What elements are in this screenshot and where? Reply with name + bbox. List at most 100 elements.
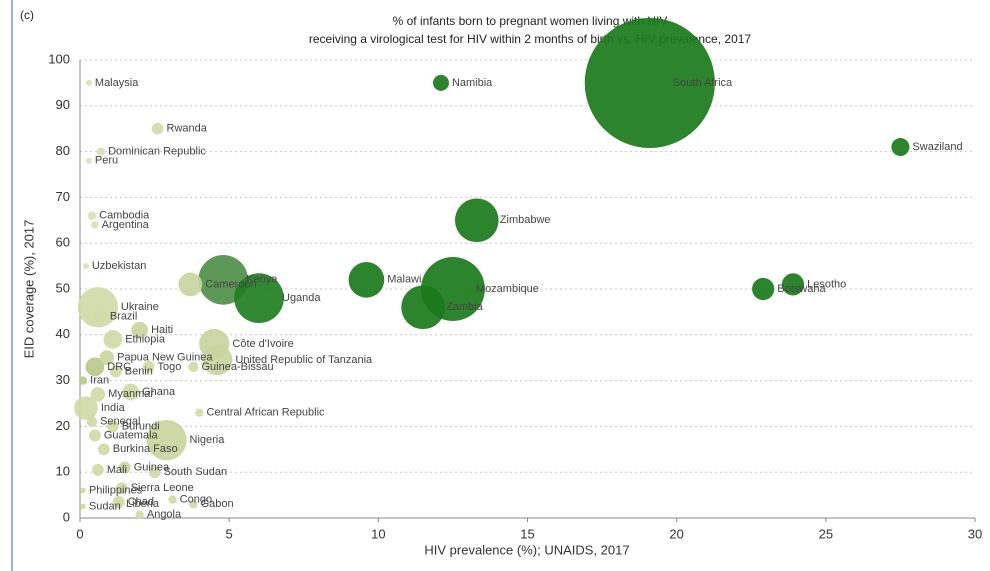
bubble (781, 273, 805, 296)
point-label: Benin (125, 365, 153, 377)
bubble (94, 310, 107, 323)
bubble (433, 74, 449, 91)
point-label: Lesotho (807, 278, 846, 290)
point-label: Togo (158, 361, 182, 373)
y-tick-label: 0 (63, 509, 70, 524)
point-label: Peru (95, 155, 118, 167)
bubble (454, 198, 499, 243)
y-tick-label: 80 (56, 143, 70, 158)
x-tick-label: 5 (226, 526, 233, 541)
point-label: Guinea-Bissau (202, 361, 274, 373)
y-axis-label: EID coverage (%), 2017 (21, 220, 36, 359)
bubble (118, 461, 131, 474)
bubble (96, 147, 106, 156)
bubble (135, 510, 144, 519)
point-label: Guatemala (104, 429, 159, 441)
x-tick-label: 15 (520, 526, 534, 541)
point-label: Côte d'Ivoire (232, 338, 293, 350)
point-label: Uganda (282, 292, 321, 304)
bubble (146, 419, 187, 461)
point-label: Mali (107, 464, 127, 476)
point-label: Zimbabwe (500, 214, 551, 226)
y-tick-label: 70 (56, 189, 70, 204)
bubble (97, 443, 110, 456)
y-tick-label: 60 (56, 235, 70, 250)
point-label: Rwanda (167, 123, 208, 135)
point-label: Philippines (89, 484, 143, 496)
y-tick-label: 20 (56, 418, 70, 433)
bubble (85, 357, 105, 377)
panel-label: (c) (20, 8, 34, 22)
point-label: Mozambique (476, 283, 539, 295)
point-label: Papua New Guinea (117, 352, 213, 364)
bubble (151, 122, 164, 135)
y-tick-label: 100 (48, 51, 70, 66)
bubble (752, 277, 775, 301)
bubble (115, 482, 128, 495)
bubble (85, 157, 92, 164)
point-label: Uzbekistan (92, 260, 146, 272)
point-label: Brazil (110, 310, 138, 322)
x-tick-label: 0 (76, 526, 83, 541)
point-label: United Republic of Tanzania (235, 354, 373, 366)
bubble (74, 396, 98, 420)
point-label: DRC (107, 361, 131, 373)
bubble (99, 350, 115, 365)
point-label: Kenya (246, 274, 278, 286)
y-tick-label: 50 (56, 280, 70, 295)
bubble (114, 500, 123, 509)
bubble (189, 500, 198, 509)
point-label: Guinea (134, 462, 170, 474)
bubble (168, 495, 177, 504)
bubble (401, 285, 445, 330)
point-label: Namibia (452, 77, 493, 89)
bubble (891, 138, 910, 157)
bubble (86, 416, 98, 427)
bubble (91, 221, 99, 229)
point-label: Dominican Republic (108, 146, 206, 158)
bubble (80, 487, 86, 494)
bubble (77, 287, 119, 328)
point-label: Iran (90, 375, 109, 387)
bubble (195, 408, 204, 417)
bubble (348, 262, 385, 298)
point-label: Burundi (122, 420, 160, 432)
bubble (88, 429, 101, 442)
bubble (80, 503, 86, 510)
bubble (148, 466, 161, 479)
bubble (178, 272, 203, 297)
bubble (90, 387, 106, 402)
bubble (109, 365, 122, 378)
bubble (82, 263, 89, 270)
bubble (234, 273, 284, 324)
point-label: Myanmar (108, 388, 154, 400)
point-label: Ukraine (121, 301, 159, 313)
x-tick-label: 25 (819, 526, 833, 541)
bubble (87, 211, 97, 220)
y-tick-label: 90 (56, 97, 70, 112)
point-label: Congo (180, 494, 212, 506)
bubble (91, 463, 104, 476)
bubble (85, 79, 92, 86)
y-tick-label: 10 (56, 464, 70, 479)
bubble (188, 361, 199, 373)
point-label: Nigeria (190, 434, 226, 446)
point-label: Argentina (102, 219, 150, 231)
point-label: South Sudan (164, 466, 228, 478)
point-label: Malawi (387, 274, 421, 286)
point-label: Ghana (142, 386, 176, 398)
point-label: Sudan (89, 500, 121, 512)
point-label: South Africa (673, 77, 733, 89)
point-label: India (101, 402, 126, 414)
point-label: Botswana (777, 283, 826, 295)
bubble (202, 344, 233, 376)
point-label: Gabon (201, 498, 234, 510)
point-label: Angola (147, 509, 182, 521)
point-label: Central African Republic (207, 407, 326, 419)
point-label: Cameroon (205, 278, 256, 290)
point-label: Burkina Faso (113, 443, 178, 455)
point-label: Haiti (151, 324, 173, 336)
y-tick-label: 40 (56, 326, 70, 341)
point-label: Sierra Leone (131, 482, 194, 494)
